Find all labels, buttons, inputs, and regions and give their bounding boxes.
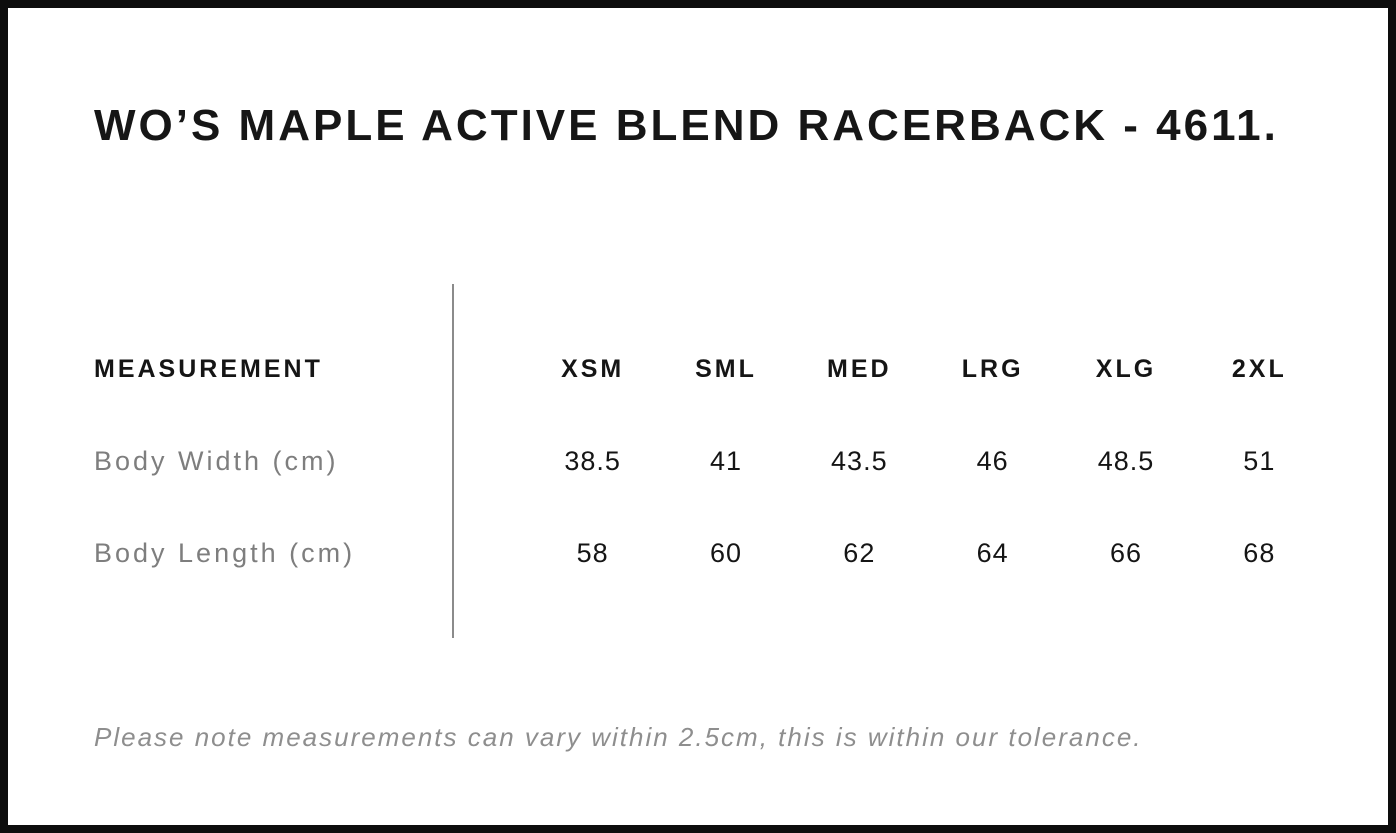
size-column-header-xlg: XLG xyxy=(1095,354,1157,383)
table-vertical-divider xyxy=(452,284,454,638)
table-header-row: MEASUREMENT XSM SML MED LRG XLG 2XL xyxy=(94,354,1326,384)
table-row-body-length: Body Length (cm) 58 60 62 64 66 68 xyxy=(94,538,1326,568)
size-table: MEASUREMENT XSM SML MED LRG XLG 2XL Body… xyxy=(94,284,1326,638)
body-width-value-sml: 41 xyxy=(709,446,743,476)
table-row-body-width: Body Width (cm) 38.5 41 43.5 46 48.5 51 xyxy=(94,446,1326,476)
body-length-value-xlg: 66 xyxy=(1109,538,1143,568)
body-width-value-lrg: 46 xyxy=(976,446,1009,476)
body-width-value-xsm: 38.5 xyxy=(564,446,621,476)
size-column-header-sml: SML xyxy=(695,354,757,383)
size-column-header-2xl: 2XL xyxy=(1231,354,1287,383)
body-width-value-xlg: 48.5 xyxy=(1097,446,1155,476)
row-label-body-length: Body Length (cm) xyxy=(94,538,356,568)
size-column-header-med: MED xyxy=(827,354,892,383)
size-chart-content: WO’S MAPLE ACTIVE BLEND RACERBACK - 4611… xyxy=(8,102,1388,753)
body-length-value-2xl: 68 xyxy=(1243,538,1276,568)
size-column-header-xsm: XSM xyxy=(561,354,625,383)
page-title: WO’S MAPLE ACTIVE BLEND RACERBACK - 4611… xyxy=(94,101,1279,150)
body-width-value-2xl: 51 xyxy=(1243,446,1276,476)
body-length-value-xsm: 58 xyxy=(576,538,609,568)
row-label-body-width: Body Width (cm) xyxy=(94,446,339,476)
body-length-value-med: 62 xyxy=(843,538,876,568)
measurement-column-header: MEASUREMENT xyxy=(94,354,323,383)
body-length-value-sml: 60 xyxy=(709,538,743,568)
tolerance-note: Please note measurements can vary within… xyxy=(94,722,1143,752)
body-length-value-lrg: 64 xyxy=(976,538,1009,568)
size-column-header-lrg: LRG xyxy=(961,354,1024,383)
body-width-value-med: 43.5 xyxy=(831,446,888,476)
